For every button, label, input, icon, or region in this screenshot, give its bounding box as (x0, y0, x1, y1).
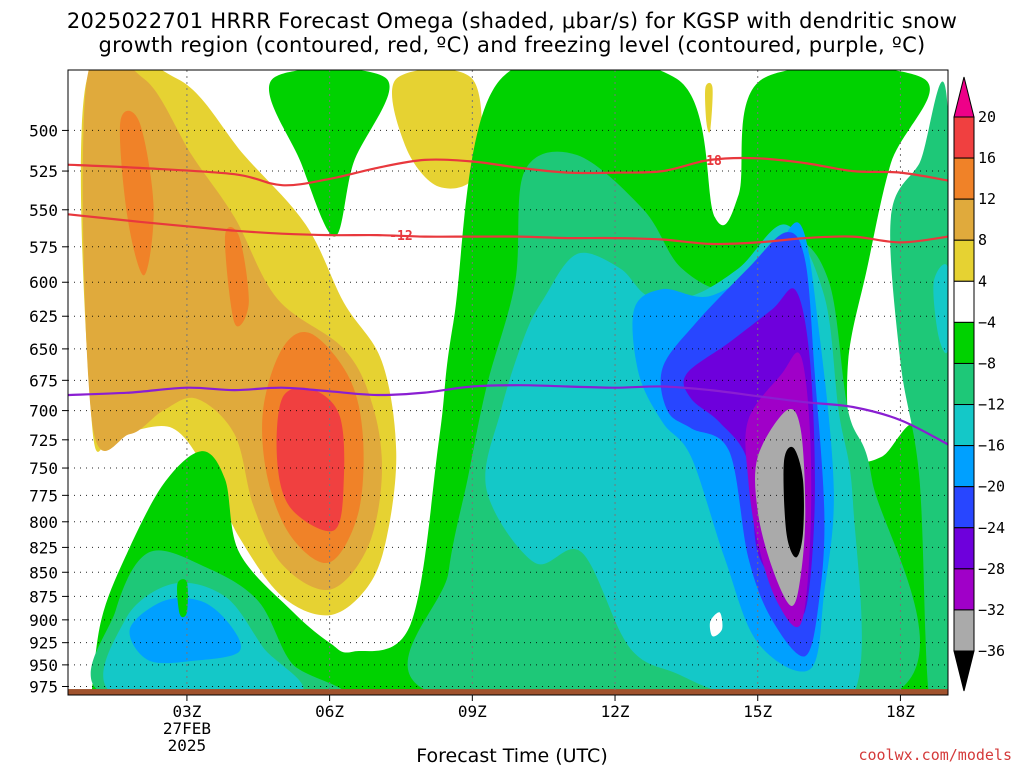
y-tick-label: 525 (29, 162, 58, 181)
colorbar-swatch (953, 116, 975, 159)
colorbar-swatch (953, 321, 975, 364)
plot-frame (67, 69, 949, 696)
colorbar-swatch (953, 609, 975, 652)
y-tick-label: 775 (29, 486, 58, 505)
colorbar: 20 16 12 8 4 −4 −8 −12 −16 −20 −24 −28 −32 −36 (953, 76, 1005, 692)
omega-region-22 (705, 82, 713, 133)
colorbar-swatch (953, 157, 975, 200)
y-tick-label: 900 (29, 611, 58, 630)
colorbar-label: 12 (978, 190, 996, 208)
y-tick-label: 550 (29, 201, 58, 220)
contour-label: -18 (698, 154, 722, 169)
colorbar-label: −28 (978, 560, 1005, 578)
y-tick-label: 725 (29, 431, 58, 450)
colorbar-label: −4 (978, 313, 996, 331)
x-tick-label: 03Z (172, 702, 201, 721)
omega-region-15 (129, 597, 241, 664)
omega-region-24 (177, 579, 188, 618)
x-tick-label: 06Z (315, 702, 344, 721)
omega-region-11 (890, 81, 948, 695)
contour-line-0 (68, 156, 948, 187)
colorbar-swatch (953, 486, 975, 529)
omega-shading (68, 70, 948, 695)
contour-line-1 (68, 213, 948, 246)
x-tick-label: 12Z (601, 702, 630, 721)
x-tick-date-label: 27FEB (163, 719, 211, 738)
ground-strip (68, 689, 948, 695)
colorbar-label: 20 (978, 108, 996, 126)
colorbar-label: −32 (978, 601, 1005, 619)
y-tick-label: 650 (29, 340, 58, 359)
colorbar-label: −36 (978, 642, 1005, 660)
y-tick-label: 800 (29, 513, 58, 532)
y-tick-label: 700 (29, 402, 58, 421)
y-tick-label: 750 (29, 459, 58, 478)
colorbar-swatch (953, 445, 975, 488)
contour-line-2 (68, 384, 948, 446)
colorbar-swatch (953, 404, 975, 447)
colorbar-swatch (953, 527, 975, 570)
colorbar-label: −12 (978, 396, 1005, 414)
y-tick-label: 850 (29, 563, 58, 582)
y-tick-label: 825 (29, 538, 58, 557)
contour-label: -12 (389, 229, 412, 244)
colorbar-label: −24 (978, 519, 1005, 537)
y-tick-label: 975 (29, 678, 58, 697)
y-tick-label: 675 (29, 371, 58, 390)
x-axis-title: Forecast Time (UTC) (416, 745, 608, 767)
omega-region-23 (709, 612, 723, 637)
chart-title-line2: growth region (contoured, red, ºC) and f… (98, 33, 926, 57)
x-tick-label: 18Z (886, 702, 915, 721)
colorbar-label: −16 (978, 437, 1005, 455)
omega-region-14 (933, 264, 948, 354)
x-tick-year-label: 2025 (168, 736, 207, 755)
y-tick-label: 625 (29, 307, 58, 326)
omega-region-4 (224, 227, 249, 327)
colorbar-bottom-arrow (953, 650, 975, 692)
omega-region-21 (783, 446, 804, 558)
chart-title-line1: 2025022701 HRRR Forecast Omega (shaded, … (66, 9, 958, 33)
colorbar-label: 8 (978, 231, 987, 249)
y-tick-label: 500 (29, 121, 58, 140)
colorbar-swatch (953, 280, 975, 323)
y-tick-label: 925 (29, 634, 58, 653)
omega-region-3 (119, 110, 154, 276)
colorbar-swatch (953, 198, 975, 241)
x-tick-label: 15Z (743, 702, 772, 721)
omega-region-1 (392, 70, 482, 189)
y-tick-label: 575 (29, 238, 58, 257)
y-tick-label: 950 (29, 656, 58, 675)
y-tick-label: 600 (29, 273, 58, 292)
credit-link[interactable]: coolwx.com/models (858, 746, 1012, 764)
colorbar-swatch (953, 239, 975, 282)
contour-lines: -18 -12 (68, 154, 948, 446)
colorbar-swatch (953, 568, 975, 611)
omega-region-6 (276, 387, 345, 532)
y-tick-label: 875 (29, 587, 58, 606)
colorbar-swatch (953, 362, 975, 406)
x-tick-label: 09Z (458, 702, 487, 721)
colorbar-label: 16 (978, 149, 996, 167)
colorbar-top-arrow (953, 76, 975, 118)
colorbar-label: −8 (978, 354, 996, 372)
grid (68, 70, 948, 695)
colorbar-label: 4 (978, 272, 987, 290)
pressure-axis: 500 525 550 575 600 625 650 675 700 725 750 775 800 8… (29, 121, 68, 697)
colorbar-label: −20 (978, 478, 1005, 496)
omega-region-8 (268, 70, 390, 237)
